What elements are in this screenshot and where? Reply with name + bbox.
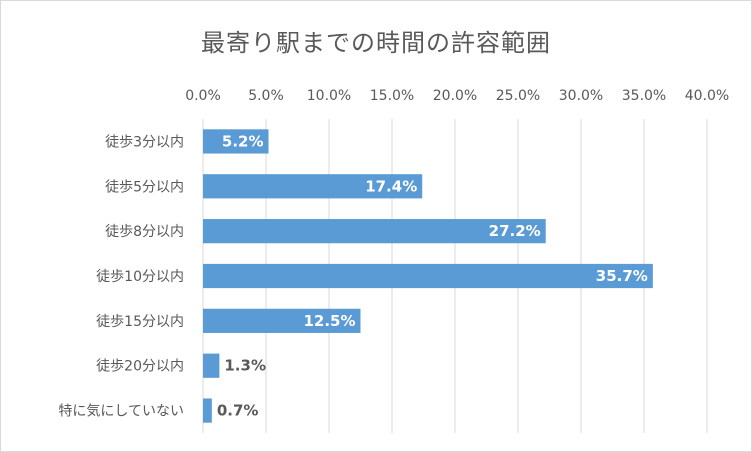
category-label: 徒歩20分以内 — [96, 359, 184, 375]
data-label: 5.2% — [222, 132, 264, 150]
bar — [203, 129, 269, 154]
bar — [203, 398, 212, 423]
data-label: 0.7% — [217, 402, 259, 420]
x-axis-ticks: 0.0% 5.0% 10.0% 15.0% 20.0% 25.0% 30.0% 35.0% 40… — [185, 88, 729, 104]
category-label: 徒歩5分以内 — [105, 179, 184, 195]
bar — [203, 308, 361, 333]
bar — [203, 263, 653, 289]
category-label: 徒歩15分以内 — [96, 314, 184, 330]
data-label: 17.4% — [365, 177, 417, 195]
data-label: 12.5% — [303, 312, 355, 330]
category-labels: 徒歩3分以内徒歩5分以内徒歩8分以内徒歩10分以内徒歩15分以内徒歩20分以内特… — [58, 134, 184, 419]
tick-label: 10.0% — [307, 88, 351, 104]
tick-label: 25.0% — [496, 88, 540, 104]
tick-label: 0.0% — [185, 88, 221, 104]
data-label: 27.2% — [489, 222, 541, 240]
chart-title: 最寄り駅までの時間の許容範囲 — [201, 29, 551, 57]
bar — [203, 353, 220, 378]
tick-label: 30.0% — [559, 88, 603, 104]
data-label: 35.7% — [596, 267, 648, 285]
tick-label: 35.0% — [622, 88, 666, 104]
data-label: 1.3% — [224, 357, 266, 375]
bar — [203, 219, 546, 244]
tick-label: 40.0% — [685, 88, 729, 104]
category-label: 徒歩3分以内 — [105, 134, 184, 150]
tick-label: 15.0% — [370, 88, 414, 104]
tick-label: 20.0% — [433, 88, 477, 104]
tick-label: 5.0% — [248, 88, 284, 104]
category-label: 特に気にしていない — [58, 404, 184, 420]
category-label: 徒歩10分以内 — [96, 269, 184, 285]
bars — [203, 129, 653, 423]
bar — [203, 174, 423, 199]
category-label: 徒歩8分以内 — [105, 224, 184, 240]
data-labels: 5.2% 17.4% 27.2% 35.7% 12.5% 1.3% 0.7% — [217, 132, 648, 419]
